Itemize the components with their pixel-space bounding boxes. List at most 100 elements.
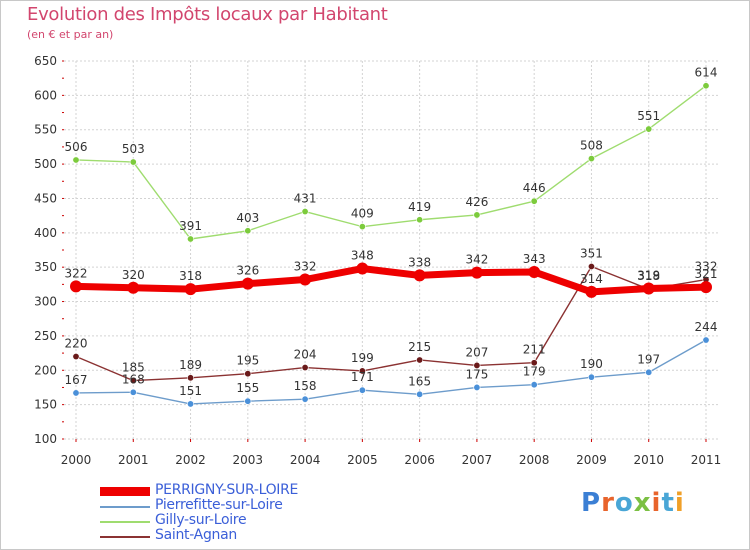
data-point — [585, 285, 598, 298]
data-point — [70, 280, 82, 293]
data-label: 185 — [122, 361, 145, 375]
data-point — [301, 364, 309, 372]
legend-item: Pierrefitte-sur-Loire — [100, 497, 360, 514]
legend-swatch — [100, 487, 150, 496]
data-label: 332 — [294, 260, 317, 274]
data-label: 391 — [179, 219, 202, 233]
data-point — [301, 208, 309, 216]
data-label: 348 — [351, 249, 374, 263]
data-label: 419 — [408, 200, 431, 214]
data-label: 168 — [122, 372, 145, 386]
data-point — [187, 235, 195, 243]
data-label: 195 — [236, 354, 259, 368]
data-label: 207 — [465, 345, 488, 359]
data-point — [184, 283, 197, 296]
legend-item: PERRIGNY-SUR-LOIRE — [100, 482, 360, 499]
data-label: 351 — [580, 246, 603, 260]
x-tick-label: 2009 — [576, 453, 607, 467]
data-label: 220 — [65, 337, 88, 351]
series-line-2 — [75, 85, 707, 240]
data-label: 319 — [637, 268, 660, 282]
data-point — [470, 266, 483, 279]
data-point — [473, 361, 481, 369]
data-label: 326 — [236, 264, 259, 278]
legend-item: Gilly-sur-Loire — [100, 512, 360, 529]
data-point — [587, 155, 595, 163]
y-tick-label: 500 — [34, 157, 57, 171]
data-label: 314 — [580, 272, 603, 286]
data-label: 158 — [294, 379, 317, 393]
chart-title: Evolution des Impôts locaux par Habitant — [27, 4, 388, 25]
y-tick-label: 400 — [34, 226, 57, 240]
data-label: 318 — [637, 269, 660, 283]
data-point — [413, 269, 426, 282]
data-label: 151 — [179, 384, 202, 398]
data-label: 343 — [523, 252, 546, 266]
logo-letter: i — [674, 488, 685, 518]
data-point — [587, 262, 595, 270]
logo-letter: P — [581, 488, 602, 518]
chart-legend: PERRIGNY-SUR-LOIRE Pierrefitte-sur-Loire G… — [100, 482, 360, 544]
data-point — [244, 227, 252, 235]
data-label: 431 — [294, 192, 317, 206]
data-point — [358, 386, 366, 394]
data-label: 155 — [236, 381, 259, 395]
data-label: 171 — [351, 370, 374, 384]
data-point — [301, 395, 309, 403]
data-label: 403 — [236, 211, 259, 225]
proxiti-logo: Proxiti — [581, 488, 685, 518]
data-label: 167 — [65, 373, 88, 387]
data-point — [241, 277, 254, 290]
data-label: 506 — [65, 140, 88, 154]
data-point — [358, 367, 366, 375]
logo-letter: o — [614, 488, 634, 518]
data-label: 426 — [465, 195, 488, 209]
data-label: 342 — [465, 253, 488, 267]
data-label: 320 — [122, 268, 145, 282]
x-tick-label: 2010 — [633, 453, 664, 467]
data-label: 179 — [523, 365, 546, 379]
data-point — [187, 374, 195, 382]
x-tick-label: 2002 — [175, 453, 206, 467]
legend-label: Gilly-sur-Loire — [155, 512, 247, 528]
y-tick-label: 250 — [34, 329, 57, 343]
y-tick-label: 200 — [34, 363, 57, 377]
data-point — [702, 336, 710, 344]
legend-label: Saint-Agnan — [155, 527, 237, 543]
legend-swatch — [100, 505, 150, 508]
data-point — [244, 397, 252, 405]
data-label: 190 — [580, 357, 603, 371]
x-tick-label: 2008 — [519, 453, 550, 467]
x-tick-label: 2006 — [404, 453, 435, 467]
y-tick-label: 450 — [34, 191, 57, 205]
logo-letter: i — [651, 488, 662, 518]
data-point — [244, 370, 252, 378]
data-label: 189 — [179, 358, 202, 372]
y-tick-label: 150 — [34, 398, 57, 412]
x-tick-label: 2001 — [118, 453, 149, 467]
legend-swatch — [100, 520, 150, 523]
data-point — [129, 158, 137, 166]
data-label: 197 — [637, 352, 660, 366]
legend-label: PERRIGNY-SUR-LOIRE — [155, 482, 299, 498]
y-tick-label: 300 — [34, 295, 57, 309]
data-point — [416, 216, 424, 224]
data-label: 244 — [695, 320, 718, 334]
chart-subtitle: (en € et par an) — [27, 28, 114, 41]
logo-letter: r — [601, 488, 615, 518]
data-point — [127, 281, 140, 294]
data-point — [700, 281, 712, 294]
data-point — [473, 383, 481, 391]
logo-letter: t — [661, 488, 675, 518]
data-point — [416, 356, 424, 364]
data-label: 215 — [408, 340, 431, 354]
data-label: 204 — [294, 348, 317, 362]
series-line-3 — [75, 265, 707, 382]
data-point — [530, 197, 538, 205]
data-label: 318 — [179, 269, 202, 283]
legend-swatch — [100, 535, 150, 538]
x-tick-label: 2003 — [233, 453, 264, 467]
data-point — [642, 282, 655, 295]
